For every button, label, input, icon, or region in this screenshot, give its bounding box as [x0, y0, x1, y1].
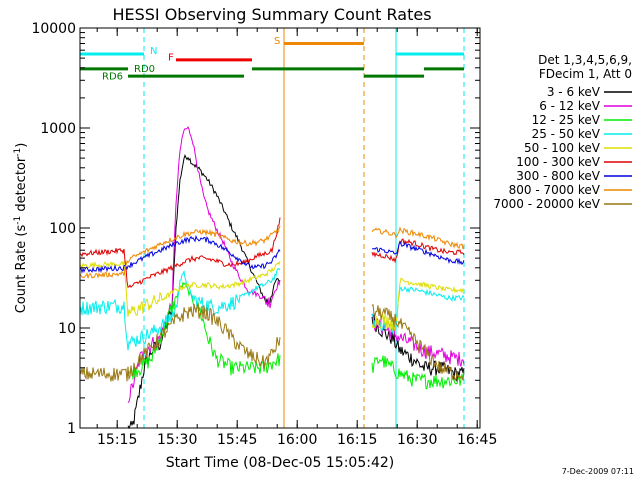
legend-entry-label-7: 800 - 7000 keV: [509, 183, 601, 197]
series-lines: [79, 125, 465, 430]
x-tick-label-2: 15:45: [217, 432, 257, 448]
series-line-4-part-1: [371, 277, 465, 331]
y-axis-label-mid: detector: [14, 156, 29, 216]
footer-timestamp: 7-Dec-2009 07:11: [562, 467, 634, 476]
y-tick-label-4: 10000: [31, 21, 76, 37]
y-axis-label-end: ): [14, 143, 29, 148]
series-line-3-part-0: [79, 268, 281, 351]
series-line-8-part-1: [371, 303, 465, 382]
x-tick-label-0: 15:15: [97, 432, 137, 448]
legend-entry-label-0: 3 - 6 keV: [547, 85, 601, 99]
y-tick-label-2: 100: [49, 221, 76, 237]
chart-title: HESSI Observing Summary Count Rates: [112, 5, 431, 24]
x-axis-ticks: 15:15 15:30 15:45 16:00 16:15 16:30 16:45: [96, 28, 497, 448]
y-tick-label-3: 1000: [40, 121, 76, 137]
x-tick-label-4: 16:15: [337, 432, 377, 448]
flag-label-n: N: [150, 46, 157, 57]
series-line-7-part-1: [371, 226, 465, 250]
x-axis-label: Start Time (08-Dec-05 15:05:42): [166, 455, 394, 471]
series-line-8-part-0: [79, 303, 281, 382]
series-line-4-part-0: [79, 260, 281, 317]
legend-header-line-1: Det 1,3,4,5,6,9,: [538, 53, 632, 67]
legend: Det 1,3,4,5,6,9, FDecim 1, Att 0 3 - 6 k…: [493, 53, 632, 211]
legend-entry-label-2: 12 - 25 keV: [532, 113, 601, 127]
y-axis-label-start: Count Rate (s: [14, 225, 29, 314]
series-line-0-part-1: [371, 314, 465, 382]
legend-entry-label-1: 6 - 12 keV: [539, 99, 601, 113]
series-line-1-part-0: [127, 125, 281, 404]
legend-entry-label-6: 300 - 800 keV: [516, 169, 600, 183]
y-axis-label: Count Rate (s-1 detector-1): [13, 143, 29, 314]
flag-label-s: S: [274, 36, 280, 47]
state-flag-bars: NF S RD0 RD6: [80, 36, 464, 82]
x-tick-label-3: 16:00: [277, 432, 317, 448]
series-line-6-part-1: [371, 240, 465, 266]
flag-label-rd6: RD6: [102, 71, 123, 82]
legend-entry-label-3: 25 - 50 keV: [532, 127, 601, 141]
x-tick-label-5: 16:30: [397, 432, 437, 448]
x-tick-label-1: 15:30: [157, 432, 197, 448]
flag-label-f: F: [168, 52, 174, 63]
series-line-7-part-0: [79, 225, 281, 279]
y-axis-label-sup1: -1: [13, 216, 23, 225]
legend-entry-label-8: 7000 - 20000 keV: [493, 197, 600, 211]
series-line-2-part-1: [371, 355, 465, 390]
y-axis-label-sup2: -1: [13, 148, 23, 157]
series-line-6-part-0: [79, 234, 281, 275]
x-tick-label-6: 16:45: [457, 432, 497, 448]
legend-header-line-2: FDecim 1, Att 0: [539, 67, 632, 81]
y-tick-label-0: 1: [67, 421, 76, 437]
legend-entry-label-5: 100 - 300 keV: [516, 155, 600, 169]
series-line-5-part-0: [79, 217, 281, 288]
y-axis-ticks: 1 10 100 1000 10000: [31, 21, 480, 437]
flag-label-rd0: RD0: [134, 64, 155, 75]
legend-entry-label-4: 50 - 100 keV: [524, 141, 601, 155]
y-tick-label-1: 10: [58, 321, 76, 337]
series-line-2-part-0: [127, 281, 281, 380]
series-line-5-part-1: [371, 238, 465, 264]
